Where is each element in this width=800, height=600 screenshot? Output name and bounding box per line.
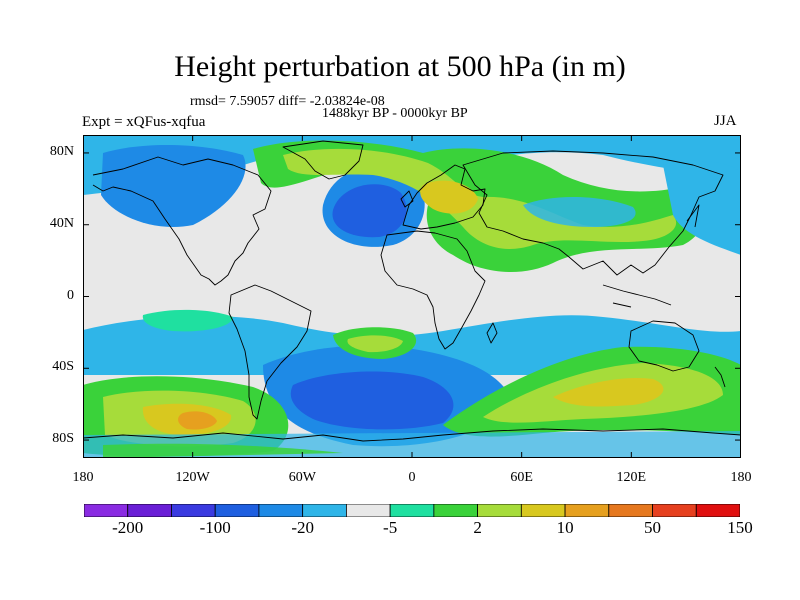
coast-australia [628, 320, 700, 372]
colorbar-label: -5 [383, 518, 398, 537]
experiment-label: Expt = xQFus-xqfua [82, 114, 206, 130]
colorbar-label: 50 [644, 518, 662, 537]
colorbar-swatch [171, 504, 216, 517]
colorbar-label: 2 [473, 518, 482, 537]
colorbar-swatch [695, 504, 740, 517]
plot-title: Height perturbation at 500 hPa (in m) [174, 50, 626, 83]
south-pacific-orange [178, 411, 217, 430]
arctic-cyan-band [83, 135, 741, 195]
north-atlantic-low-inner [332, 184, 407, 238]
colorbar-swatch [608, 504, 653, 517]
coast-japan [686, 204, 700, 228]
colorbar-swatch [520, 504, 566, 517]
colorbar [84, 504, 740, 517]
north-pacific-blue [101, 144, 246, 227]
coast-south-america [228, 284, 312, 420]
colorbar-swatch [433, 504, 479, 517]
colorbar-swatch [477, 504, 522, 517]
coast-uk [400, 190, 414, 208]
anomaly-fields [83, 135, 741, 458]
coast-africa [380, 230, 486, 350]
antarctic-edge-green [103, 443, 343, 458]
coast-greenland [282, 140, 364, 180]
europe-yellow [420, 180, 478, 214]
anomaly-map [83, 135, 741, 458]
map-ticks [83, 135, 741, 458]
coast-asia [462, 150, 724, 276]
coast-north-america [92, 156, 272, 286]
colorbar-label: -20 [291, 518, 314, 537]
stats-label: rmsd= 7.59057 diff= -2.03824e-08 [190, 94, 385, 109]
latitude-label: 80S [52, 431, 74, 447]
latitude-label: 80N [49, 143, 74, 159]
longitude-label: 60E [510, 470, 533, 485]
latitude-label: 40N [49, 215, 74, 231]
colorbar-swatch [258, 504, 304, 517]
east-asia-cyan [663, 160, 741, 255]
coast-antarctica [83, 428, 741, 442]
longitude-label: 120E [616, 470, 647, 485]
colorbar-label: -100 [199, 518, 231, 537]
coast-europe [402, 164, 486, 230]
latitude-label: 0 [67, 287, 74, 303]
south-indian-yellow [553, 377, 664, 407]
colorbar-label: 10 [556, 518, 574, 537]
colorbar-swatch [564, 504, 610, 517]
colorbar-swatch [302, 504, 347, 517]
longitude-label: 180 [72, 470, 94, 485]
colorbar-label: -200 [112, 518, 144, 537]
colorbar-swatch [389, 504, 435, 517]
colorbar-label: 150 [727, 518, 753, 537]
longitude-label: 120W [175, 470, 210, 485]
latitude-label: 40S [52, 359, 74, 375]
season-label: JJA [714, 113, 737, 129]
coast-indonesia [602, 284, 672, 308]
coastlines [83, 140, 741, 442]
period-label: 1488kyr BP - 0000kyr BP [322, 106, 468, 121]
colorbar-swatch [127, 504, 172, 517]
colorbar-swatch [84, 504, 129, 517]
colorbar-swatch [214, 504, 260, 517]
colorbar-swatch [345, 504, 391, 517]
longitude-label: 0 [408, 470, 416, 485]
longitude-label: 180 [730, 470, 752, 485]
south-ocean-deepblue [290, 371, 454, 430]
longitude-label: 60W [288, 470, 316, 485]
pacific-tropical-green [142, 309, 233, 332]
coast-madagascar [486, 322, 498, 344]
coast-new-zealand [714, 366, 726, 388]
south-atlantic-yellowgreen [347, 335, 403, 353]
siberia-cyan [523, 196, 636, 227]
colorbar-swatch [652, 504, 697, 517]
